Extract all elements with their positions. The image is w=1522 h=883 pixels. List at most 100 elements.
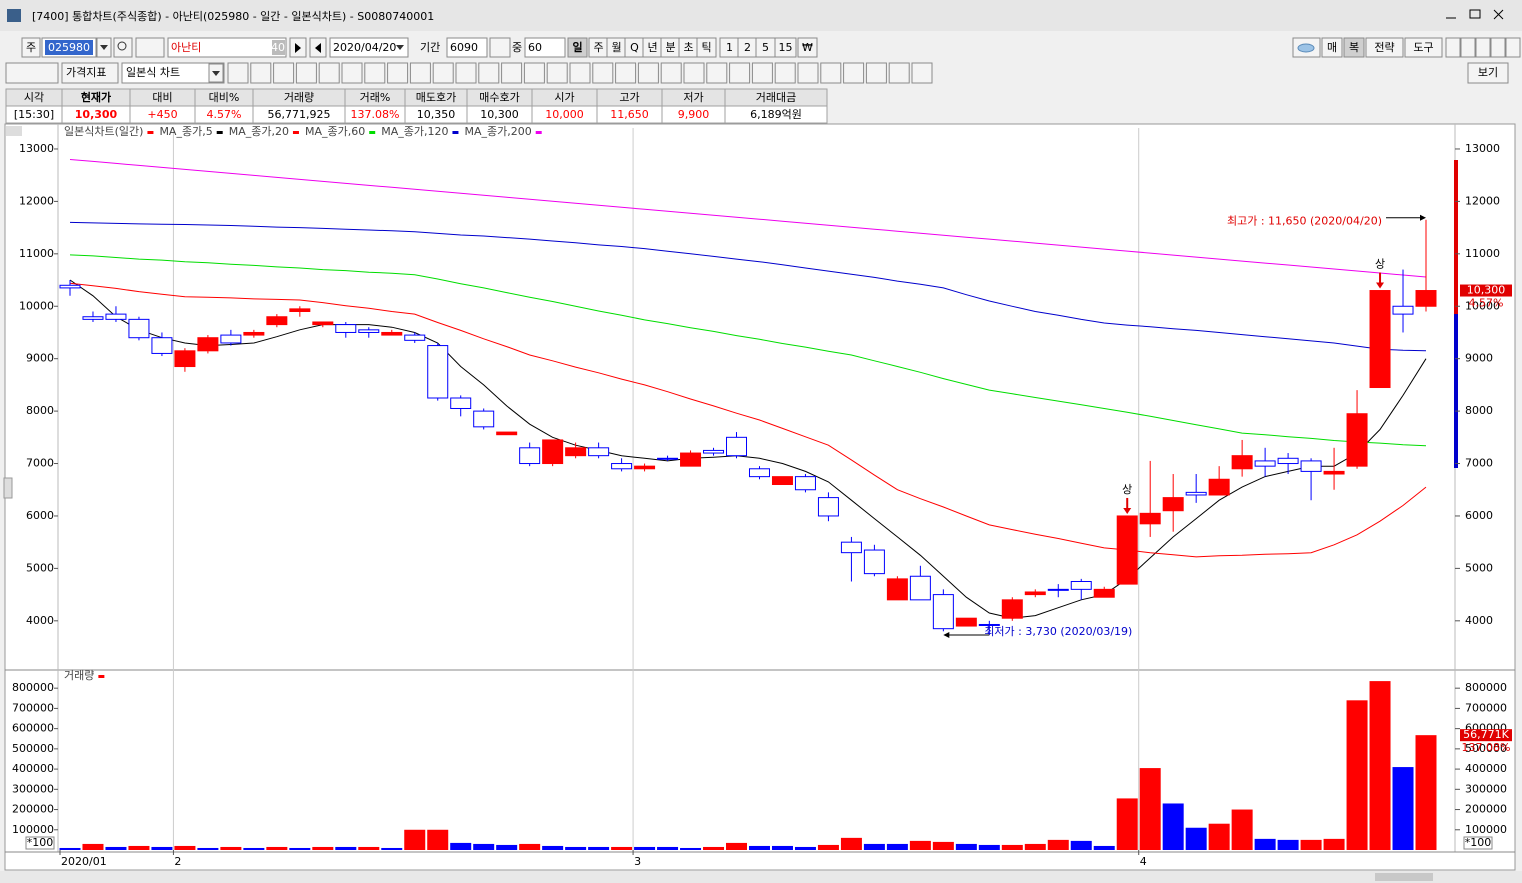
view-label: 보기 — [1478, 66, 1498, 79]
icon-button[interactable] — [455, 62, 477, 84]
icon-button[interactable] — [478, 62, 500, 84]
icon-button[interactable] — [501, 62, 523, 84]
icon-button[interactable] — [273, 62, 295, 84]
indicator-button[interactable] — [61, 62, 119, 84]
volume-bar — [817, 844, 839, 850]
interval-label: 15 — [779, 41, 793, 54]
tool-button[interactable] — [1321, 37, 1343, 58]
date-input[interactable] — [329, 37, 409, 58]
volume-bar — [266, 846, 288, 850]
interval-label: Q — [630, 41, 639, 54]
candle-body — [978, 623, 1000, 626]
maximize[interactable] — [1469, 9, 1481, 19]
icon-button[interactable] — [364, 62, 386, 84]
volume-bar — [473, 843, 495, 850]
icon-button[interactable] — [409, 62, 431, 84]
interval-button[interactable] — [696, 37, 717, 58]
name-count: 40 — [271, 41, 285, 54]
tool-button[interactable] — [1343, 37, 1365, 58]
icon-button[interactable] — [888, 62, 910, 84]
table-value: 10,350 — [417, 108, 456, 121]
icon-button[interactable] — [683, 62, 705, 84]
icon-button[interactable] — [546, 62, 568, 84]
icon-button[interactable] — [843, 62, 865, 84]
icon-button[interactable] — [569, 62, 591, 84]
candle-body — [703, 449, 725, 454]
icon-button[interactable] — [523, 62, 545, 84]
window-controls[interactable] — [1446, 9, 1504, 20]
scrollbar[interactable] — [0, 871, 1522, 883]
period-button[interactable] — [489, 37, 511, 58]
volume-bar — [1300, 839, 1322, 850]
chart-area — [4, 123, 1516, 871]
low-label: 최저가 : 3,730 (2020/03/19) — [984, 625, 1132, 638]
x-tick-label: 2 — [174, 855, 181, 868]
side-toggle[interactable] — [3, 477, 13, 499]
volume-bar — [1070, 840, 1092, 850]
count-input[interactable] — [524, 37, 566, 58]
market-button[interactable] — [21, 37, 41, 58]
icon-button[interactable] — [387, 62, 409, 84]
icon-button[interactable] — [318, 62, 340, 84]
icon-button[interactable] — [774, 62, 796, 84]
icon-button[interactable] — [751, 62, 773, 84]
interval-button[interactable] — [797, 37, 818, 58]
scroll-toggle[interactable] — [6, 126, 22, 136]
volume-bar — [1208, 823, 1230, 850]
icon-button[interactable] — [1490, 37, 1506, 58]
volume-bar — [840, 837, 862, 850]
view-button[interactable] — [1467, 62, 1509, 84]
y-tick-label: 9000 — [26, 352, 54, 365]
candle-body — [381, 331, 403, 336]
legend-swatch — [292, 131, 299, 134]
volume-bar — [1392, 767, 1414, 850]
period-input[interactable] — [446, 37, 488, 58]
icon-button[interactable] — [432, 62, 454, 84]
chart-style-select[interactable] — [121, 62, 225, 84]
interval-button[interactable] — [774, 37, 797, 58]
icon-button[interactable] — [1475, 37, 1491, 58]
icon-button[interactable] — [797, 62, 819, 84]
tool-button[interactable] — [1365, 37, 1404, 58]
icon-button[interactable] — [1505, 37, 1521, 58]
icon-button[interactable] — [706, 62, 728, 84]
table-value: 4.57% — [207, 108, 242, 121]
legend-swatch — [369, 131, 376, 134]
close[interactable] — [1493, 9, 1504, 20]
candle-body — [817, 497, 839, 517]
icon-button[interactable] — [660, 62, 682, 84]
icon-button[interactable] — [250, 62, 272, 84]
icon-button[interactable] — [1445, 37, 1461, 58]
current-volume-change: 137.08% — [1462, 741, 1511, 754]
candle-body — [1346, 413, 1368, 467]
nav-buttons[interactable] — [5, 62, 59, 84]
interval-label: 년 — [647, 41, 657, 54]
icon-button[interactable] — [865, 62, 887, 84]
legend-label: MA_종가,20 — [229, 125, 289, 138]
volume-bar — [450, 842, 472, 850]
icon-button[interactable] — [729, 62, 751, 84]
x-tick-label: 2020/01 — [61, 855, 107, 868]
range-bar-up — [1454, 160, 1458, 314]
icon-button[interactable] — [592, 62, 614, 84]
candle-body — [128, 318, 150, 339]
icon-button[interactable] — [911, 62, 933, 84]
y-tick-label: 100000 — [1465, 823, 1507, 836]
icon-button[interactable] — [820, 62, 842, 84]
icon-button[interactable] — [227, 62, 249, 84]
tool-button[interactable] — [1404, 37, 1443, 58]
icon-button[interactable] — [1460, 37, 1476, 58]
icon-button[interactable] — [615, 62, 637, 84]
search-button[interactable] — [113, 37, 133, 58]
volume-bar — [1254, 838, 1276, 850]
icon-button[interactable] — [341, 62, 363, 84]
sort-button[interactable] — [135, 37, 165, 58]
icon-button[interactable] — [295, 62, 317, 84]
candle-body — [335, 324, 357, 333]
candle-body — [634, 465, 656, 470]
icon-button[interactable] — [637, 62, 659, 84]
interval-button[interactable] — [567, 37, 588, 58]
scroll-thumb[interactable] — [1375, 873, 1433, 881]
name-input[interactable] — [167, 37, 287, 58]
